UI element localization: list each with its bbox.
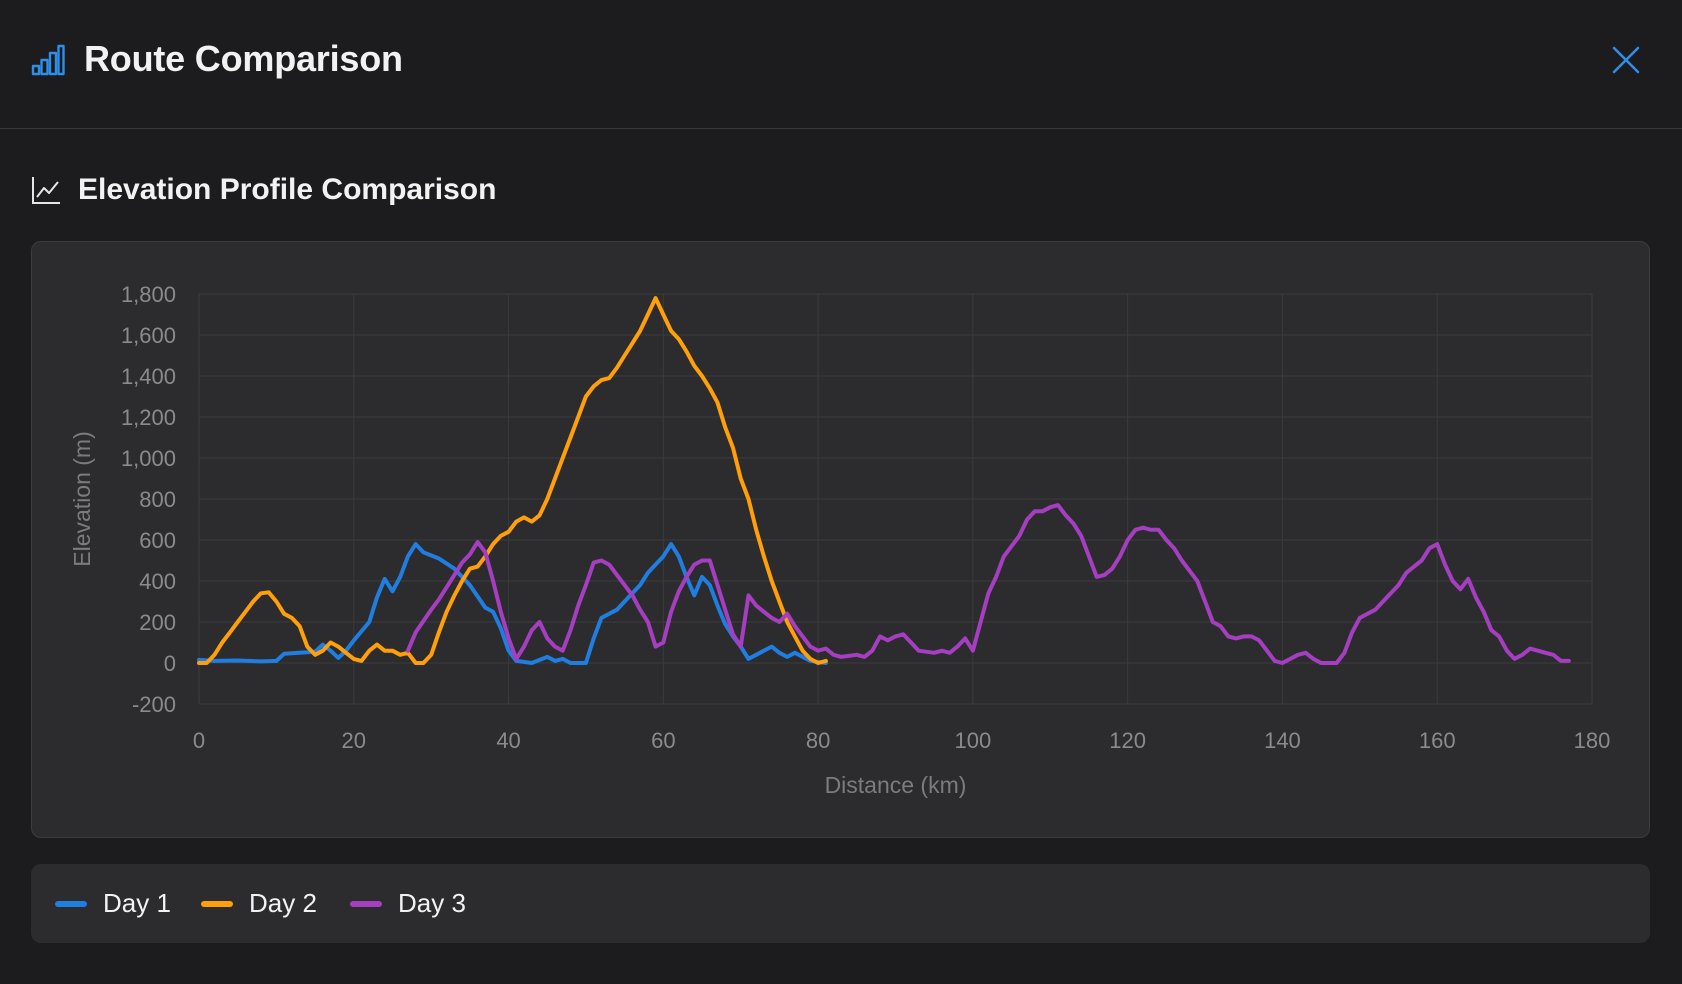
close-button[interactable] [1606,40,1646,80]
series-line-day-1 [197,542,828,665]
y-tick-labels: -200 0 200 400 600 800 1,000 1,200 1,400 1,600 1,8… [121,282,176,717]
y-tick-label: 600 [139,528,176,553]
legend-swatch-day-2 [201,900,233,907]
line-chart-icon [32,177,60,204]
y-tick-label: 1,000 [121,446,176,471]
y-tick-label: 1,600 [121,323,176,348]
section-title: Elevation Profile Comparison [78,173,497,206]
y-tick-label: 0 [164,651,176,676]
legend-label: Day 3 [398,888,466,918]
elevation-chart: -20002004006008001,0001,2001,4001,6001,8… [69,282,1610,798]
chart-legend: Day 1 Day 2 Day 3 [31,864,1650,943]
x-tick-label: 180 [1574,728,1611,753]
x-tick-label: 60 [651,728,675,753]
y-tick-label: 1,400 [121,364,176,389]
x-tick-label: 120 [1109,728,1146,753]
x-tick-label: 0 [193,728,205,753]
x-tick-label: 100 [955,728,992,753]
x-tick-label: 140 [1264,728,1301,753]
series-line-day-2 [197,296,828,665]
close-icon [1612,46,1640,74]
bar-chart-icon [31,44,65,76]
x-tick-label: 40 [496,728,520,753]
y-axis-label: Elevation (m) [69,431,95,566]
series-lines [197,296,1571,665]
x-tick-label: 20 [342,728,366,753]
x-tick-label: 160 [1419,728,1456,753]
legend-item-day-2[interactable]: Day 2 [201,864,317,943]
legend-item-day-1[interactable]: Day 1 [55,864,171,943]
y-tick-label: -200 [132,692,176,717]
elevation-chart-card: -200 0 200 400 600 800 1,000 1,200 1,400 1,600 1,8… [31,241,1650,838]
y-tick-label: 400 [139,569,176,594]
legend-swatch-day-3 [350,900,382,907]
legend-label: Day 1 [103,888,171,918]
modal-title: Route Comparison [84,38,403,79]
legend-label: Day 2 [249,888,317,918]
x-tick-label: 80 [806,728,830,753]
y-tick-label: 800 [139,487,176,512]
modal-header: Route Comparison [0,0,1682,129]
y-tick-label: 1,200 [121,405,176,430]
y-tick-label: 1,800 [121,282,176,307]
y-tick-label: 200 [139,610,176,635]
series-line-day-3 [405,503,1571,665]
legend-swatch-day-1 [55,900,87,907]
legend-item-day-3[interactable]: Day 3 [350,864,466,943]
y-gridlines [199,293,1592,705]
x-tick-labels: 0 20 40 60 80 100 120 140 160 180 [193,728,1610,753]
x-axis-label: Distance (km) [825,772,967,798]
